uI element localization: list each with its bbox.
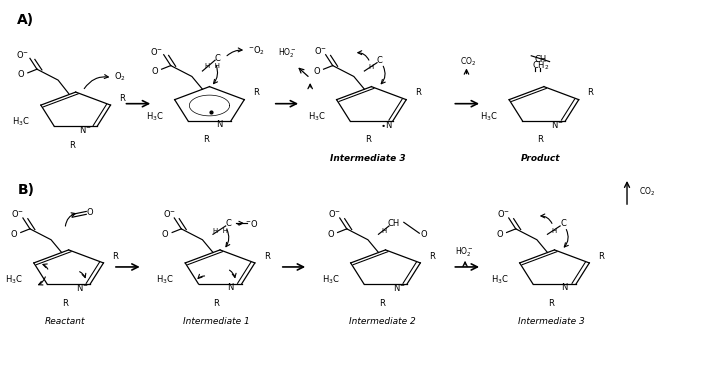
Text: O$^{-}$: O$^{-}$ — [498, 208, 511, 219]
Text: R: R — [112, 251, 118, 261]
Text: R: R — [548, 299, 554, 308]
Text: O$^{-}$: O$^{-}$ — [314, 45, 327, 56]
Text: N$^{-}$: N$^{-}$ — [551, 119, 563, 130]
Text: O: O — [87, 208, 93, 217]
Text: C: C — [225, 219, 232, 228]
Text: H: H — [552, 228, 557, 234]
Text: R: R — [365, 135, 371, 145]
Text: O: O — [496, 230, 503, 239]
Text: H$_3$C: H$_3$C — [12, 116, 30, 128]
Text: $^{-}$O$_2$: $^{-}$O$_2$ — [248, 45, 265, 57]
Text: H  H: H H — [212, 228, 227, 234]
Text: HO$_2^-$: HO$_2^-$ — [277, 46, 296, 59]
Text: O: O — [11, 230, 17, 239]
Text: H: H — [369, 64, 374, 70]
Text: H$_3$C: H$_3$C — [157, 273, 174, 286]
Text: H$_3$C: H$_3$C — [146, 110, 164, 123]
Text: H$_3$C: H$_3$C — [308, 110, 325, 123]
Text: R: R — [264, 251, 270, 261]
Text: A): A) — [17, 13, 34, 27]
Text: H$_3$C: H$_3$C — [480, 110, 498, 123]
Text: O: O — [17, 70, 24, 79]
Text: O$^{-}$: O$^{-}$ — [16, 49, 29, 60]
Text: H  H: H H — [205, 63, 220, 69]
Text: H$_3$C: H$_3$C — [5, 273, 23, 286]
Text: R: R — [203, 135, 209, 145]
Text: H: H — [382, 228, 387, 234]
Text: R: R — [598, 251, 604, 261]
Text: C: C — [377, 56, 383, 65]
Text: R: R — [214, 299, 220, 308]
Text: N: N — [217, 120, 223, 129]
Text: O$^{-}$: O$^{-}$ — [163, 208, 176, 219]
Text: HO$_2^-$: HO$_2^-$ — [455, 246, 474, 259]
Text: O: O — [327, 230, 334, 239]
Text: R: R — [415, 88, 421, 97]
Text: R: R — [588, 88, 593, 97]
Text: $^{-}$O: $^{-}$O — [245, 218, 258, 229]
Text: R: R — [119, 94, 125, 103]
Text: O$^{-}$: O$^{-}$ — [11, 208, 24, 219]
Text: O: O — [421, 230, 428, 239]
Text: R: R — [429, 251, 435, 261]
Text: O: O — [313, 66, 320, 76]
Text: N$^{-}$: N$^{-}$ — [393, 282, 405, 293]
Text: CO$_2$: CO$_2$ — [639, 185, 655, 198]
Text: R: R — [538, 135, 543, 145]
Text: Intermediate 1: Intermediate 1 — [183, 317, 250, 326]
Text: O$^{-}$: O$^{-}$ — [328, 208, 341, 219]
Text: N$^{-}$: N$^{-}$ — [76, 282, 89, 293]
Text: C: C — [560, 219, 566, 228]
Text: CH$_2$: CH$_2$ — [532, 59, 549, 72]
Text: R: R — [62, 299, 68, 308]
Text: R: R — [253, 88, 259, 97]
Text: Intermediate 3: Intermediate 3 — [330, 154, 405, 163]
Text: H$_3$C: H$_3$C — [322, 273, 340, 286]
Text: $\bullet$N: $\bullet$N — [380, 119, 393, 130]
Text: B): B) — [17, 184, 34, 197]
Text: N: N — [561, 283, 568, 292]
Text: O: O — [162, 230, 169, 239]
Text: R: R — [69, 141, 75, 150]
Text: N: N — [227, 283, 234, 292]
Text: CO$_2$: CO$_2$ — [460, 56, 476, 68]
Text: H$_3$C: H$_3$C — [491, 273, 509, 286]
Text: CH: CH — [534, 55, 546, 63]
Text: O$_2$: O$_2$ — [114, 70, 127, 83]
Text: Product: Product — [521, 154, 560, 163]
Text: O: O — [152, 66, 158, 76]
Text: N$^{-}$: N$^{-}$ — [79, 124, 92, 135]
Text: O$^{-}$: O$^{-}$ — [150, 46, 163, 57]
Text: C: C — [215, 54, 221, 63]
Text: CH: CH — [388, 219, 400, 228]
Text: R: R — [379, 299, 385, 308]
Text: Reactant: Reactant — [45, 317, 85, 326]
Text: Intermediate 2: Intermediate 2 — [349, 317, 415, 326]
Text: Intermediate 3: Intermediate 3 — [518, 317, 584, 326]
